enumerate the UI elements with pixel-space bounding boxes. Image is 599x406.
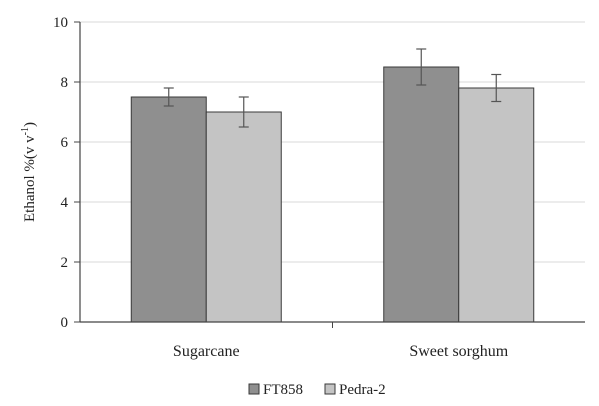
y-tick-label: 8 xyxy=(61,75,69,91)
y-tick-label: 6 xyxy=(61,135,69,151)
x-category-labels: Sugarcane Sweet sorghum xyxy=(173,343,509,360)
legend-label: FT858 xyxy=(263,382,303,398)
y-tick-label: 4 xyxy=(61,195,69,211)
legend-swatch xyxy=(324,383,336,395)
legend: FT858 Pedra-2 xyxy=(248,382,386,398)
bar-pedra-2-1 xyxy=(458,87,535,323)
y-tick-label: 0 xyxy=(61,315,69,331)
bar-ft858-1 xyxy=(383,66,460,323)
x-category-label: Sweet sorghum xyxy=(409,343,508,360)
y-tick-label: 2 xyxy=(61,255,69,271)
y-axis-title: Ethanol %(v v-1) xyxy=(20,122,38,222)
x-category-label: Sugarcane xyxy=(173,343,240,360)
error-bars xyxy=(163,48,502,128)
y-tick-labels: 0 2 4 6 8 10 xyxy=(53,15,69,331)
axes xyxy=(74,21,585,328)
bar-ft858-0 xyxy=(130,96,207,323)
legend-swatch xyxy=(248,383,260,395)
y-tick-label: 10 xyxy=(53,15,68,31)
bars xyxy=(130,66,535,323)
bar-pedra-2-0 xyxy=(205,111,282,323)
legend-label: Pedra-2 xyxy=(339,382,386,398)
